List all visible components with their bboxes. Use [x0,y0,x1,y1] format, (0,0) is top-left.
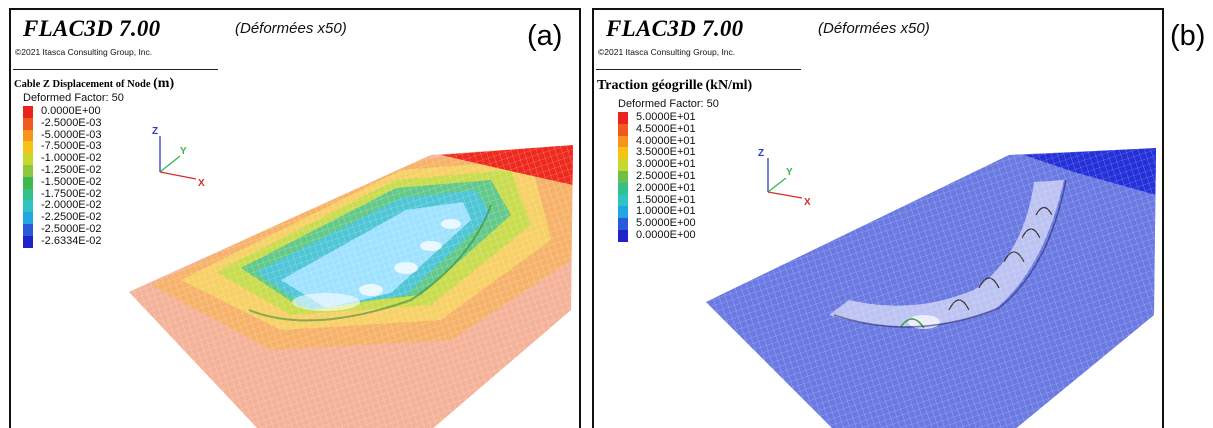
legend-value: 3.0000E+01 [636,158,696,171]
legend-value: -1.5000E-02 [41,175,102,188]
legend-swatch [618,229,628,242]
legend-swatch [618,182,628,195]
legend-swatch [23,117,33,130]
software-title: FLAC3D 7.00 [606,16,744,41]
legend-value: -2.2500E-02 [41,211,102,224]
axis-triad: Z Y X [152,126,205,189]
software-title: FLAC3D 7.00 [23,16,161,41]
legend-value: -2.6334E-02 [41,234,102,247]
legend-value: 0.0000E+00 [636,228,696,241]
panel-b-tag: (b) [1170,20,1206,52]
legend-value: 5.0000E+00 [636,217,696,230]
legend-value: 1.5000E+01 [636,193,696,206]
panel-b-viewport: FLAC3D 7.00 ©2021 Itasca Consulting Grou… [592,8,1164,428]
legend-swatch [23,200,33,213]
legend-value: 0.0000E+00 [41,105,101,117]
legend-swatch [23,212,33,224]
legend-swatch [23,164,33,177]
y-axis-label: Y [180,146,187,157]
title-divider [13,69,218,70]
legend-swatch [23,153,33,165]
legend-swatch [618,170,628,183]
legend-value: -1.7500E-02 [41,187,102,200]
deformed-mesh-plot [706,148,1156,428]
z-axis-label: Z [758,148,764,159]
mesh-surface [129,145,573,428]
legend-value: 3.5000E+01 [636,146,696,159]
legend-swatch [23,235,33,248]
colorbar-title-text: Traction géogrille [597,78,703,93]
legend-value: 5.0000E+01 [636,111,696,123]
legend-swatch [618,194,628,207]
legend-value: -7.5000E-03 [41,140,102,153]
legend-swatch [618,135,628,148]
legend-swatch [618,112,628,124]
colorbar-unit: (kN/ml) [705,78,753,93]
x-axis-line [159,171,197,180]
legend-swatch [23,176,33,189]
legend-value: 2.5000E+01 [636,169,696,182]
z-axis-label: Z [152,126,158,137]
x-axis-label: X [804,197,811,208]
colorbar-title: Cable Z Displacement of Node (m) [14,76,174,92]
x-axis-line [767,191,803,199]
colorbar-title: Traction géogrille (kN/ml) [597,78,752,94]
deformation-note: (Déformées x50) [235,20,347,37]
deformed-factor-label: Deformed Factor: 50 [23,92,124,104]
axis-triad: Z Y X [758,148,811,208]
legend-swatch [23,106,33,118]
deformed-mesh-plot [129,145,573,428]
legend-value: -2.5000E-03 [41,116,102,129]
legend-swatch [618,218,628,230]
panel-a-viewport: FLAC3D 7.00 ©2021 Itasca Consulting Grou… [9,8,581,428]
legend-swatch [23,129,33,142]
legend-swatch [618,123,628,136]
legend-value: 1.0000E+01 [636,205,696,218]
legend-value: 2.0000E+01 [636,181,696,194]
y-axis-label: Y [786,167,793,178]
colorbar-title-text: Cable Z Displacement of Node [14,79,151,90]
legend-swatch [23,141,33,154]
legend-swatch [618,159,628,171]
y-axis-line [767,177,787,193]
legend-value: -2.5000E-02 [41,222,102,235]
legend-value: -5.0000E-03 [41,128,102,141]
legend-value: 4.5000E+01 [636,122,696,135]
y-axis-line [159,155,181,173]
copyright-text: ©2021 Itasca Consulting Group, Inc. [598,47,736,57]
mesh-surface [706,148,1156,428]
legend-value: -1.0000E-02 [41,152,102,165]
legend-value: -1.2500E-02 [41,163,102,176]
deformed-factor-label: Deformed Factor: 50 [618,98,719,110]
legend-swatch [23,188,33,201]
x-axis-label: X [198,178,205,189]
panel-a-tag: (a) [527,20,563,52]
deformation-note: (Déformées x50) [818,20,930,37]
title-divider [596,69,801,70]
legend-value: 4.0000E+01 [636,134,696,147]
legend-swatch [23,223,33,236]
colorbar-unit: (m) [153,76,175,91]
legend-swatch [618,206,628,219]
legend-value: -2.0000E-02 [41,199,102,212]
legend-swatch [618,147,628,160]
copyright-text: ©2021 Itasca Consulting Group, Inc. [15,47,153,57]
